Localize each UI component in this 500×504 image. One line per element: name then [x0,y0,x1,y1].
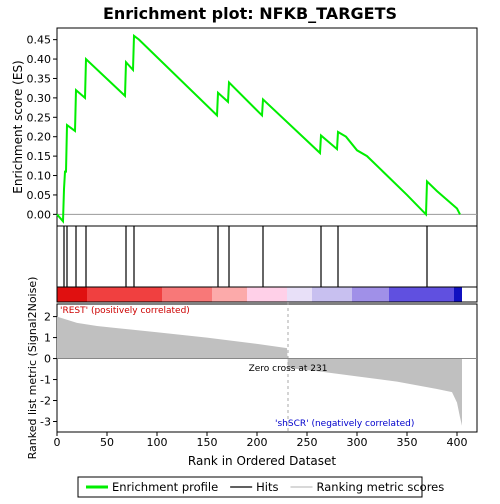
color-bar-segment [212,287,247,302]
es-y-tick-label: 0.00 [27,208,52,221]
rank-x-tick-label: 300 [347,436,368,449]
zero-cross-label: Zero cross at 231 [249,364,328,374]
legend: Enrichment profile Hits Ranking metric sco… [86,480,444,494]
color-bar-segment [287,287,312,302]
ranking-metric-area [57,316,462,426]
legend-label: Ranking metric scores [317,480,445,494]
rank-panel-frame [56,303,478,433]
rank-x-tick-label: 0 [54,436,61,449]
rank-x-tick-label: 150 [197,436,218,449]
rank-x-tick-label: 50 [100,436,114,449]
es-y-tick-label: 0.35 [27,72,52,85]
es-y-tick-label: 0.40 [27,53,52,66]
es-panel-frame [56,27,478,227]
rank-x-tick-label: 100 [147,436,168,449]
rank-y-tick-label: 1 [44,332,51,345]
es-y-tick-label: 0.45 [27,34,52,47]
color-bar-segment [389,287,454,302]
color-bar-segment [162,287,212,302]
legend-label: Hits [256,480,278,494]
hits-marks [63,226,428,287]
negative-correlation-label: 'shSCR' (negatively correlated) [275,419,414,429]
rank-y-tick-label: -3 [40,416,51,429]
es-y-tick-label: 0.15 [27,150,52,163]
rank-color-bar [56,286,478,303]
rank-x-tick-label: 200 [247,436,268,449]
rank-x-tick-label: 350 [397,436,418,449]
enrichment-profile-line [56,33,461,224]
es-y-axis-label: Enrichment score (ES) [11,60,25,193]
rank-y-tick-label: 0 [44,353,51,366]
rank-x-axis-label: Rank in Ordered Dataset [188,454,336,468]
rank-y-tick-label: -2 [40,395,51,408]
rank-x-tick-label: 250 [297,436,318,449]
es-y-tick-label: 0.30 [27,92,52,105]
chart-title: Enrichment plot: NFKB_TARGETS [103,4,397,23]
color-bar-segment [312,287,352,302]
color-bar-segment [57,287,87,302]
es-y-axis: 0.00 0.05 0.10 0.15 0.20 0.25 0.30 0.35 0.40 0.45 [27,34,57,221]
hits-panel-frame [56,225,478,288]
es-y-tick-label: 0.10 [27,170,52,183]
rank-x-axis: 0 50 100 150 200 250 300 350 400 [54,432,468,449]
es-y-tick-label: 0.25 [27,111,52,124]
rank-x-tick-label: 400 [447,436,468,449]
color-bar-segment [87,287,162,302]
color-bar-segment [352,287,389,302]
positive-correlation-label: 'REST' (positively correlated) [60,306,190,316]
rank-y-axis-label: Ranked list metric (Signal2Noise) [26,277,39,460]
rank-y-tick-label: -1 [40,374,51,387]
rank-y-tick-label: 2 [44,311,51,324]
es-y-tick-label: 0.20 [27,131,52,144]
color-bar-frame [56,286,478,303]
rank-y-axis: -3 -2 -1 0 1 2 [40,311,57,429]
legend-label: Enrichment profile [112,480,218,494]
color-bar-segment [454,287,462,302]
color-bar-segment [247,287,287,302]
es-y-tick-label: 0.05 [27,189,52,202]
